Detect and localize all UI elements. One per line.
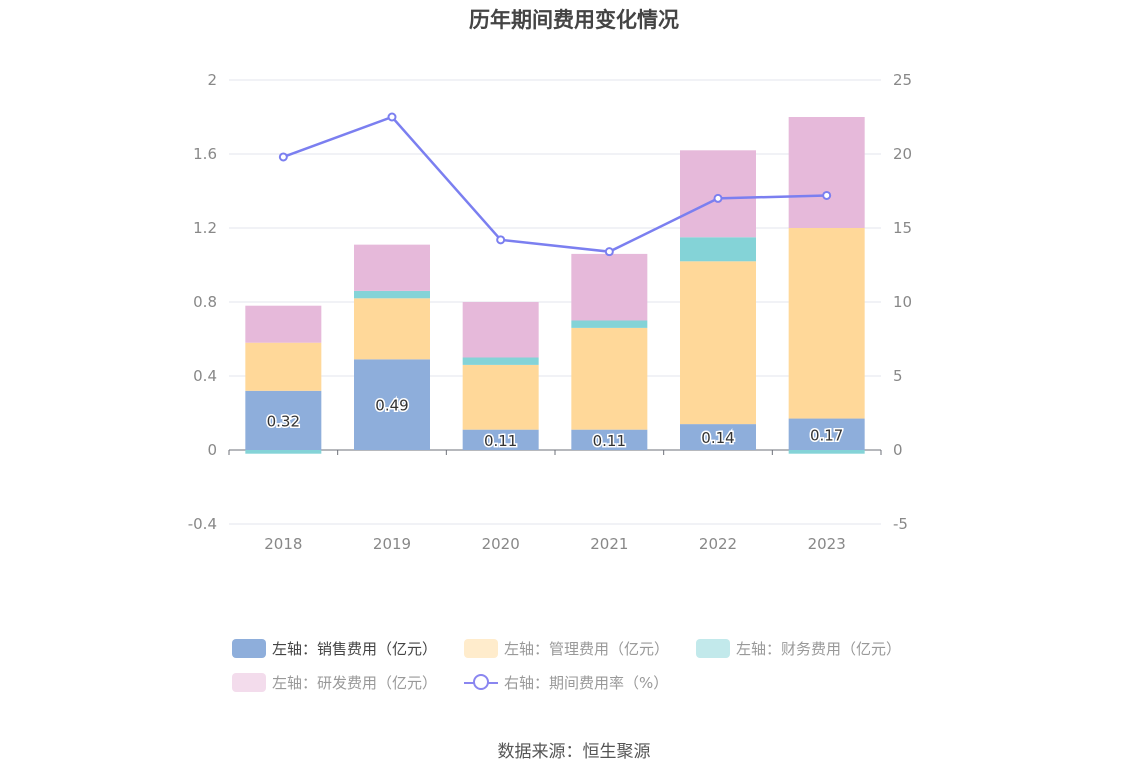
legend-swatch-sales [232,639,266,658]
bar-label-sales: 0.17 [810,426,843,444]
bar-rnd [245,305,322,343]
data-source-note: 数据来源：恒生聚源 [497,742,651,762]
bar-sales [680,424,756,450]
bar-rnd [462,302,539,358]
legend-item-finance[interactable]: 左轴：财务费用（亿元） [696,638,901,659]
axes: -0.4 -5 0 0 0.4 5 0.8 10 1.2 15 1.6 20 2 25 2018 2019 20… [188,71,912,553]
bar-finance [462,357,539,365]
legend-label-rate: 右轴：期间费用率（%） [504,674,669,692]
bar-sales [571,429,648,450]
rate-line [278,112,832,257]
bar-label-sales: 0.11 [593,432,626,450]
legend-item-sales[interactable]: 左轴：销售费用（亿元） [232,638,437,659]
legend-label-rnd: 左轴：研发费用（亿元） [272,674,438,692]
rate-point [387,112,397,122]
rate-point [278,152,288,162]
bar-admin [462,364,539,430]
rate-point [496,235,506,245]
right-tick-label: 10 [893,293,912,311]
legend-label-finance: 左轴：财务费用（亿元） [736,640,902,658]
rate-point [713,193,723,203]
legend-label-sales: 左轴：销售费用（亿元） [272,640,438,658]
bar-label-sales: 0.14 [701,429,734,447]
x-tick-label: 2019 [373,535,411,553]
left-tick-label: 0.4 [193,367,217,385]
bar-finance [245,450,322,454]
left-tick-label: 0 [207,441,217,459]
left-tick-label: 0.8 [193,293,217,311]
legend-swatch-rnd [232,673,266,692]
bar-finance [788,450,865,454]
legend-label-admin: 左轴：管理费用（亿元） [504,640,670,658]
legend-swatch-admin [464,639,498,658]
bar-label-sales: 0.49 [375,397,408,415]
chart-area: -0.4 -5 0 0 0.4 5 0.8 10 1.2 15 1.6 20 2 25 2018 2019 20… [188,71,912,553]
right-tick-label: 25 [893,71,912,89]
bar-admin [571,327,648,430]
bar-sales [462,429,539,450]
bar-finance [354,290,430,299]
bar-rnd [680,150,756,238]
bar-sales [354,359,430,450]
bar-label-sales: 0.32 [267,412,300,430]
bar-admin [245,342,322,391]
bar-finance [571,320,648,328]
right-tick-label: 20 [893,145,912,163]
bar-admin [788,228,865,419]
bars [245,117,865,454]
grid-lines [229,79,881,525]
bar-admin [354,298,430,360]
left-tick-label: 1.2 [193,219,217,237]
right-tick-label: -5 [893,515,908,533]
bar-label-sales: 0.11 [484,432,517,450]
left-tick-label: 2 [207,71,217,89]
x-tick-label: 2022 [699,535,737,553]
bar-sales [245,390,322,450]
legend-swatch-finance [696,639,730,658]
legend-item-admin[interactable]: 左轴：管理费用（亿元） [464,638,669,659]
bar-rnd [354,244,430,291]
rate-point [822,190,832,200]
x-tick-label: 2018 [264,535,302,553]
left-tick-label: 1.6 [193,145,217,163]
legend-swatch-rate [464,673,498,692]
legend-item-rnd[interactable]: 左轴：研发费用（亿元） [232,672,437,693]
legend-item-rate[interactable]: 右轴：期间费用率（%） [464,672,668,693]
bar-sales [788,418,865,450]
x-tick-label: 2023 [808,535,846,553]
bar-admin [680,261,756,425]
bar-labels: 0.32 0.49 0.11 0.11 0.14 0.17 [265,395,845,451]
right-tick-label: 15 [893,219,912,237]
bar-finance [680,237,756,262]
left-tick-label: -0.4 [188,515,217,533]
chart-title: 历年期间费用变化情况 [469,8,679,32]
bar-rnd [571,253,648,321]
rate-polyline [282,115,827,253]
x-tick-label: 2021 [590,535,628,553]
rate-point [604,247,614,257]
bar-rnd [788,117,865,228]
x-tick-label: 2020 [482,535,520,553]
right-tick-label: 0 [893,441,903,459]
right-tick-label: 5 [893,367,903,385]
